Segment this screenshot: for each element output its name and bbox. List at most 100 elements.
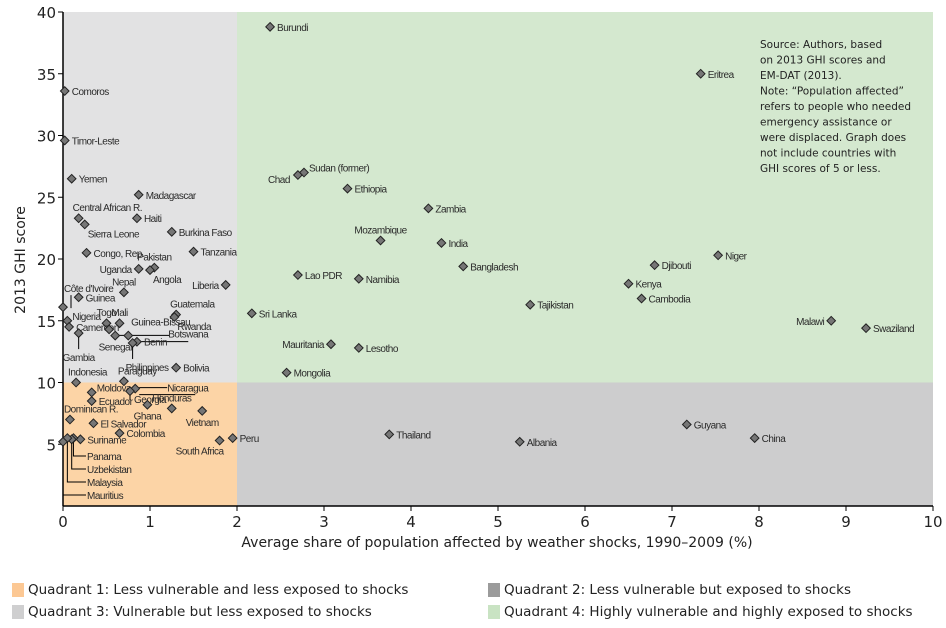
point-label: Guinea-Bissau [131,317,190,328]
data-point: Paraguay [118,366,158,387]
point-label: Indonesia [68,368,108,379]
point-label: Madagascar [146,191,197,202]
diamond-marker [188,246,199,257]
legend-item-quadrant-2: Quadrant 2: Less vulnerable but exposed … [488,582,851,598]
point-label: Suriname [87,435,127,446]
point-label: Angola [153,275,182,286]
diamond-marker [86,396,97,407]
data-point: Niger [713,250,748,262]
y-tick-label: 30 [37,128,56,146]
diamond-marker [375,235,386,246]
diamond-marker [861,323,872,334]
point-label: Djibouti [662,261,692,272]
point-label: Lesotho [366,344,399,355]
data-point: Haiti [131,213,162,225]
diamond-marker [227,433,238,444]
legend-swatch-quadrant-1 [12,583,24,597]
data-point: Mauritania [282,339,336,351]
point-label: Sudan (former) [309,164,369,175]
data-point: Rwanda [169,312,212,333]
point-label: Swaziland [873,324,914,335]
point-label: Sierra Leone [88,229,140,240]
point-label: Albania [527,438,558,449]
point-label: Tanzania [201,248,238,259]
data-point: Indonesia [68,368,108,388]
diamond-marker [649,260,660,271]
x-tick-label: 0 [58,513,68,531]
data-point: Thailand [384,429,431,441]
x-tick-label: 6 [580,513,590,531]
point-label: China [762,434,787,445]
diamond-marker [458,261,469,272]
point-label: Burundi [277,23,308,34]
data-point: Albania [514,436,558,449]
data-point: Tanzania [188,246,238,259]
diamond-marker [144,265,156,276]
point-label: Vietnam [186,418,219,429]
data-point: Tajikistan [525,299,574,312]
point-label: Tajikistan [537,301,573,312]
point-label: South Africa [176,447,225,458]
diamond-marker [59,135,70,146]
data-point: Angola [144,265,183,286]
data-point: Peru [227,433,259,445]
point-label: Malawi [796,317,824,328]
data-point: India [436,237,469,250]
diamond-marker [342,183,353,194]
diamond-marker [826,315,837,326]
diamond-marker [64,414,75,425]
legend-label-quadrant-4: Quadrant 4: Highly vulnerable and highly… [504,604,913,620]
diamond-marker [525,299,536,310]
y-axis-title: 2013 GHI score [13,206,29,314]
diamond-marker [171,362,182,373]
x-tick-label: 5 [493,513,503,531]
diamond-marker [110,330,121,341]
x-tick-label: 1 [145,513,155,531]
x-tick-label: 9 [841,513,851,531]
diamond-marker [436,237,447,248]
data-point: Mongolia [281,367,332,380]
source-note-line: emergency assistance or [760,117,892,129]
data-point: Madagascar [133,189,197,202]
point-label: Pakistan [137,253,171,264]
leader-line [66,442,86,483]
diamond-marker [79,219,90,230]
diamond-marker [281,367,292,378]
x-tick-label: 2 [232,513,242,531]
y-tick-label: 10 [37,375,56,393]
source-note-line: were displaced. Graph does [760,132,906,144]
data-point: Lao PDR [292,270,343,282]
y-tick-label: 5 [46,436,56,454]
point-label: Chad [268,175,290,186]
point-label: Ghana [134,412,162,423]
diamond-marker [246,308,257,319]
point-label: Senegal [99,343,132,354]
point-label: Eritrea [708,70,735,81]
data-point: Gambia [63,328,96,364]
point-label: Thailand [396,430,430,441]
point-label: Kenya [636,280,663,291]
diamond-marker [166,226,177,237]
point-label: Guatemala [170,300,215,311]
source-note-line: refers to people who needed [760,101,911,113]
data-point: El Salvador [88,418,148,430]
data-point: Pakistan [137,253,172,273]
point-label: Mali [111,308,128,319]
data-point: Timor-Leste [59,135,121,147]
point-label: Zambia [435,204,466,215]
data-point: Ethiopia [342,183,388,196]
point-label: Côte d'Ivoire [64,284,114,295]
leader-line [62,445,86,496]
point-label: Timor-Leste [72,136,120,147]
legend-swatch-quadrant-2 [488,583,500,597]
x-tick-label: 7 [667,513,677,531]
point-label: Togo [97,308,118,319]
data-point: Liberia [192,279,231,292]
y-tick-label: 35 [37,66,56,84]
diamond-marker [749,433,760,444]
point-label: Comoros [72,87,110,98]
point-label: Malaysia [87,478,123,489]
x-tick-label: 4 [406,513,416,531]
data-point: Colombia [114,428,166,440]
point-label: Nigeria [72,312,101,323]
